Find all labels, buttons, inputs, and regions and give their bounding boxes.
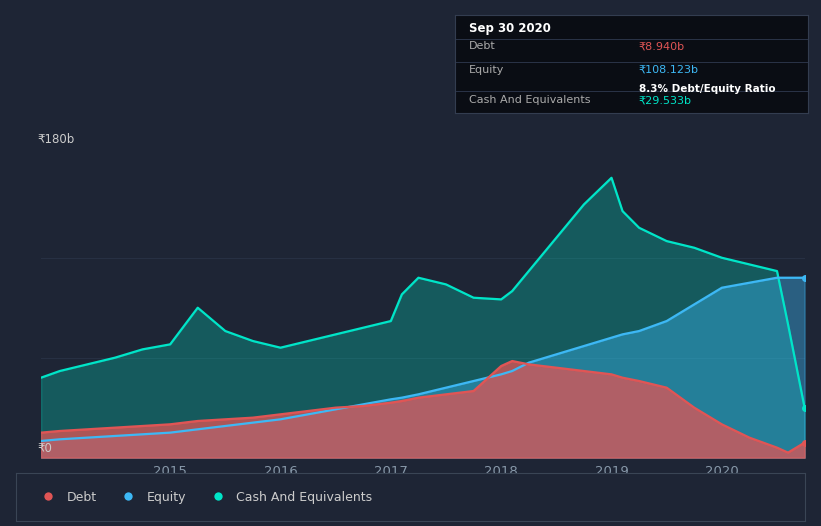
Text: Debt: Debt <box>469 42 496 52</box>
Text: ₹0: ₹0 <box>37 442 52 454</box>
Text: Sep 30 2020: Sep 30 2020 <box>469 22 551 35</box>
Legend: Debt, Equity, Cash And Equivalents: Debt, Equity, Cash And Equivalents <box>30 485 378 509</box>
Text: 8.3% Debt/Equity Ratio: 8.3% Debt/Equity Ratio <box>639 84 775 94</box>
Text: ₹8.940b: ₹8.940b <box>639 42 685 52</box>
Text: ₹29.533b: ₹29.533b <box>639 95 691 105</box>
Text: Cash And Equivalents: Cash And Equivalents <box>469 95 590 105</box>
Text: Equity: Equity <box>469 65 504 75</box>
Text: ₹180b: ₹180b <box>37 133 75 146</box>
Text: ₹108.123b: ₹108.123b <box>639 65 699 75</box>
